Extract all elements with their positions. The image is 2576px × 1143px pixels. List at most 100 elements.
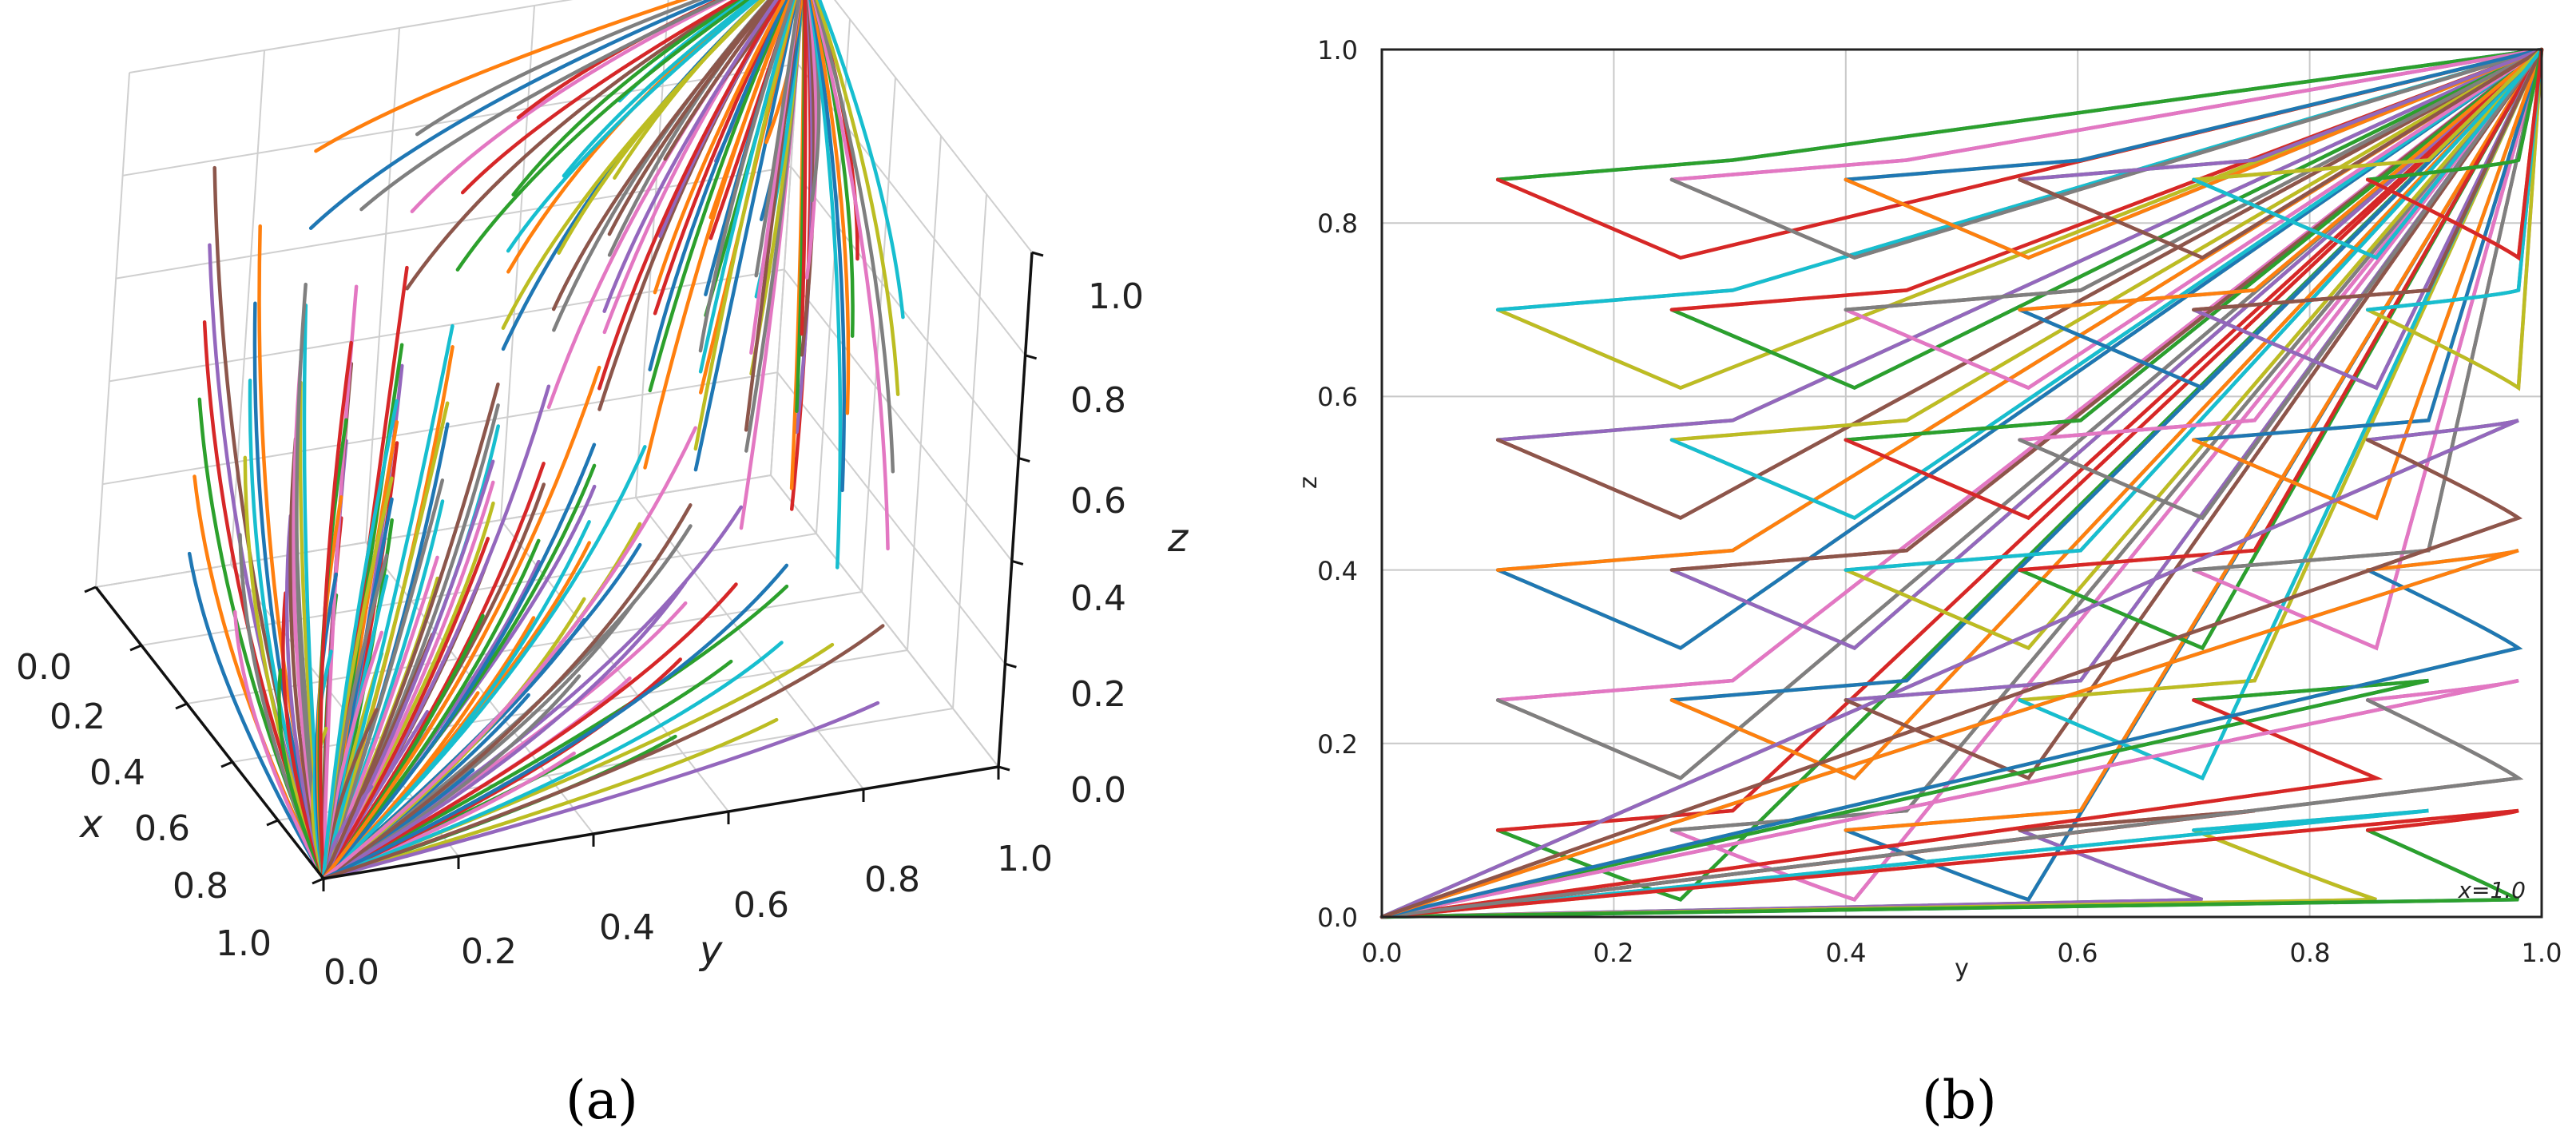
b-trajectory-line [1669, 47, 2544, 780]
a-y-tick: 1.0 [997, 839, 1053, 879]
a-trajectory-line [321, 443, 597, 881]
a-y-tick: 0.6 [733, 885, 789, 926]
b-x-axis-label: y [1955, 954, 1969, 982]
b-trajectory-line [2192, 47, 2544, 182]
b-trajectory-line [2192, 47, 2544, 312]
b-trajectory-line [2192, 47, 2544, 572]
b-trajectory-line [1379, 568, 2523, 919]
b-trajectory-line [2192, 47, 2544, 442]
a-trajectory-line [455, 0, 751, 272]
b-trajectory-line [1669, 47, 2544, 391]
a-trajectory-line [607, 0, 773, 257]
a-z-tick: 0.8 [1070, 380, 1126, 421]
a-trajectory-line [318, 340, 353, 881]
a-trajectory-line [321, 365, 601, 881]
b-trajectory-line [1669, 47, 2544, 650]
b-trajectory-line [2018, 47, 2544, 182]
a-trajectory-line [501, 0, 766, 330]
a-z-tick-mark [1031, 251, 1044, 257]
a-trajectory-line [511, 0, 744, 196]
b-trajectory-line [2365, 47, 2544, 391]
a-trajectory-line [602, 0, 779, 313]
a-trajectory-line [232, 609, 326, 881]
b-trajectory-line [2192, 47, 2544, 651]
b-trajectory-line [1844, 47, 2544, 442]
b-y-tick: 0.0 [1317, 903, 1358, 933]
b-x-tick: 0.4 [1826, 938, 1867, 968]
panel-b-frame [1380, 48, 2543, 919]
a-trajectory-line [812, 0, 890, 551]
a-z-tick: 0.0 [1070, 770, 1126, 811]
a-trajectory-line [817, 0, 905, 319]
a-y-axis-line [323, 765, 999, 880]
a-y-tick: 0.8 [864, 859, 920, 900]
b-y-tick: 0.2 [1317, 729, 1358, 760]
a-gridline [141, 533, 817, 646]
panel-a-caption: (a) [566, 1070, 638, 1131]
a-x-tick-mark [266, 819, 279, 827]
b-trajectory-line [1669, 47, 2544, 442]
panel-b-2d-plot: 0.0 0.2 0.4 0.6 0.8 1.0 y 0.0 0.2 0.4 0.… [1295, 35, 2562, 1131]
a-trajectory-line [653, 0, 786, 295]
a-gridline [95, 72, 130, 588]
b-trajectory-line [1669, 47, 2544, 520]
a-trajectory-line [808, 0, 843, 570]
a-gridline [635, 497, 864, 790]
b-trajectory-line [1844, 47, 2544, 781]
a-trajectory-line [808, 0, 821, 203]
b-trajectory-line [1844, 47, 2544, 391]
b-trajectory-line [1379, 698, 2524, 919]
a-trajectory-line [277, 668, 326, 881]
a-z-tick: 0.6 [1070, 481, 1126, 522]
b-trajectory-line [1379, 419, 2519, 919]
a-trajectory-line [460, 0, 739, 195]
a-trajectory-line [321, 538, 541, 881]
a-trajectory-line [809, 0, 847, 493]
a-trajectory-line [359, 0, 724, 212]
b-trajectory-line [1495, 47, 2544, 832]
b-trajectory-line [1669, 47, 2544, 702]
a-trajectory-line [648, 0, 788, 371]
a-trajectory-line [321, 459, 495, 881]
b-trajectory-line [1669, 47, 2544, 702]
b-trajectory-line [2192, 47, 2544, 260]
b-y-axis-label: z [1295, 476, 1323, 489]
a-z-tick-mark [1018, 457, 1030, 463]
a-trajectory-line [321, 641, 784, 881]
b-trajectory-line [1669, 47, 2544, 260]
b-y-tick: 0.6 [1317, 382, 1358, 412]
panel-b-caption: (b) [1922, 1070, 1997, 1131]
a-z-tick-mark [1011, 559, 1024, 566]
a-y-tick: 0.4 [599, 907, 655, 948]
a-trajectory-line [698, 0, 794, 353]
a-trajectory-line [698, 0, 796, 374]
a-gridline [790, 165, 1019, 459]
b-trajectory-line [1379, 678, 2429, 919]
a-gridline [365, 27, 400, 543]
a-trajectory-line [321, 503, 693, 881]
a-gridline [907, 135, 942, 651]
b-trajectory-line [1495, 47, 2544, 442]
a-trajectory-line [321, 624, 885, 881]
a-x-axis-line [94, 585, 325, 880]
b-trajectory-line [2365, 47, 2544, 261]
a-trajectory-line [810, 0, 851, 415]
a-trajectory-line [410, 0, 728, 213]
a-gridline [816, 18, 851, 534]
b-trajectory-line [1844, 47, 2544, 832]
b-trajectory-line [2018, 47, 2544, 442]
a-gridline [776, 371, 1006, 665]
a-x-tick: 0.6 [134, 808, 190, 849]
a-y-tick: 0.0 [323, 952, 379, 993]
a-gridline [952, 193, 987, 709]
a-z-tick: 0.2 [1070, 674, 1126, 715]
b-trajectory-line [1379, 828, 2519, 919]
a-y-tick: 0.2 [461, 931, 517, 972]
b-trajectory-line [1495, 47, 2544, 650]
a-trajectory-line [321, 555, 439, 881]
a-trajectory-line [321, 399, 399, 881]
a-y-axis-label: y [698, 928, 723, 973]
b-trajectory-line [1669, 47, 2544, 572]
a-gridline [770, 474, 999, 768]
